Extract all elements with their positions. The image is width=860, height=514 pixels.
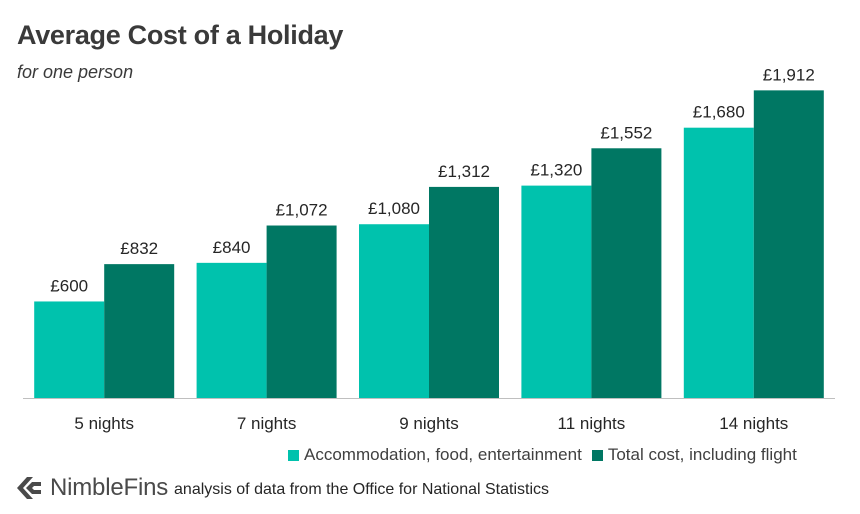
data-label-series2-11-nights: £1,552 (600, 123, 652, 142)
bar-series1-14-nights (683, 127, 754, 399)
chart-legend: Accommodation, food, entertainment Total… (288, 445, 797, 465)
x-tick-label: 9 nights (399, 414, 459, 433)
bar-series1-9-nights (359, 224, 429, 398)
data-label-series1-9-nights: £1,080 (368, 199, 420, 218)
bar-series2-11-nights (591, 148, 662, 398)
bar-series2-9-nights (429, 186, 499, 398)
data-label-series1-11-nights: £1,320 (530, 161, 582, 180)
footer: NimbleFins analysis of data from the Off… (14, 474, 549, 502)
data-label-series1-5-nights: £600 (50, 276, 88, 295)
x-tick-label: 14 nights (719, 414, 788, 433)
bar-series1-7-nights (196, 262, 267, 398)
bar-series2-14-nights (753, 90, 824, 399)
brand-name: NimbleFins (50, 474, 169, 501)
bar-series1-5-nights (34, 301, 105, 398)
data-label-series2-9-nights: £1,312 (438, 162, 490, 181)
legend-label-series1: Accommodation, food, entertainment (304, 445, 582, 464)
bar-series1-11-nights (521, 185, 592, 398)
data-label-series2-14-nights: £1,912 (763, 65, 815, 84)
legend-label-series2: Total cost, including flight (607, 445, 797, 464)
data-label-series1-7-nights: £840 (213, 238, 251, 257)
legend-swatch-series1 (288, 449, 299, 461)
x-tick-label: 5 nights (74, 414, 134, 433)
legend-swatch-series2 (591, 449, 603, 461)
x-tick-label: 7 nights (237, 414, 297, 433)
data-label-series2-5-nights: £832 (120, 239, 158, 258)
data-label-series1-14-nights: £1,680 (693, 103, 745, 122)
legend-item-accommodation: Accommodation, food, entertainment (288, 445, 582, 465)
chart-subtitle: for one person (17, 62, 134, 82)
data-label-series2-7-nights: £1,072 (276, 201, 328, 220)
arrow-logo-icon (17, 477, 41, 499)
chart-title: Average Cost of a Holiday (17, 20, 344, 50)
bar-series2-7-nights (266, 225, 337, 398)
bar-series2-5-nights (104, 264, 175, 398)
x-tick-label: 11 nights (558, 414, 626, 433)
legend-item-total: Total cost, including flight (591, 445, 797, 465)
source-note: analysis of data from the Office for Nat… (174, 481, 550, 498)
